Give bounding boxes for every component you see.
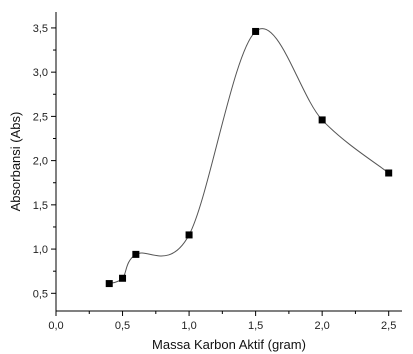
data-point (252, 27, 260, 35)
x-tick-label: 2,5 (381, 320, 396, 332)
data-point (119, 274, 127, 282)
y-tick-label: 3,0 (33, 67, 48, 79)
y-tick-label: 2,0 (33, 156, 48, 168)
y-axis-label: Absorbansi (Abs) (8, 112, 23, 212)
data-point (132, 250, 140, 258)
y-tick-label: 1,0 (33, 244, 48, 256)
data-point (185, 231, 193, 239)
y-tick-label: 2,5 (33, 111, 48, 123)
data-point (385, 169, 393, 177)
x-tick-label: 2,0 (315, 320, 330, 332)
x-axis-label: Massa Karbon Aktif (gram) (152, 337, 306, 352)
x-tick-label: 0,0 (48, 320, 63, 332)
y-tick-label: 3,5 (33, 23, 48, 35)
series-line (109, 28, 390, 285)
x-tick-label: 0,5 (115, 320, 130, 332)
x-tick-label: 1,0 (181, 320, 196, 332)
x-tick-label: 1,5 (248, 320, 263, 332)
y-tick-label: 0,5 (33, 288, 48, 300)
data-point (105, 280, 113, 288)
data-point (318, 116, 326, 124)
plot-area: 0,0 0,5 1,0 1,5 2,0 2,5 0,5 1,0 1,5 2,0 2,5 3,0 3,5 (33, 12, 402, 332)
y-tick-label: 1,5 (33, 200, 48, 212)
